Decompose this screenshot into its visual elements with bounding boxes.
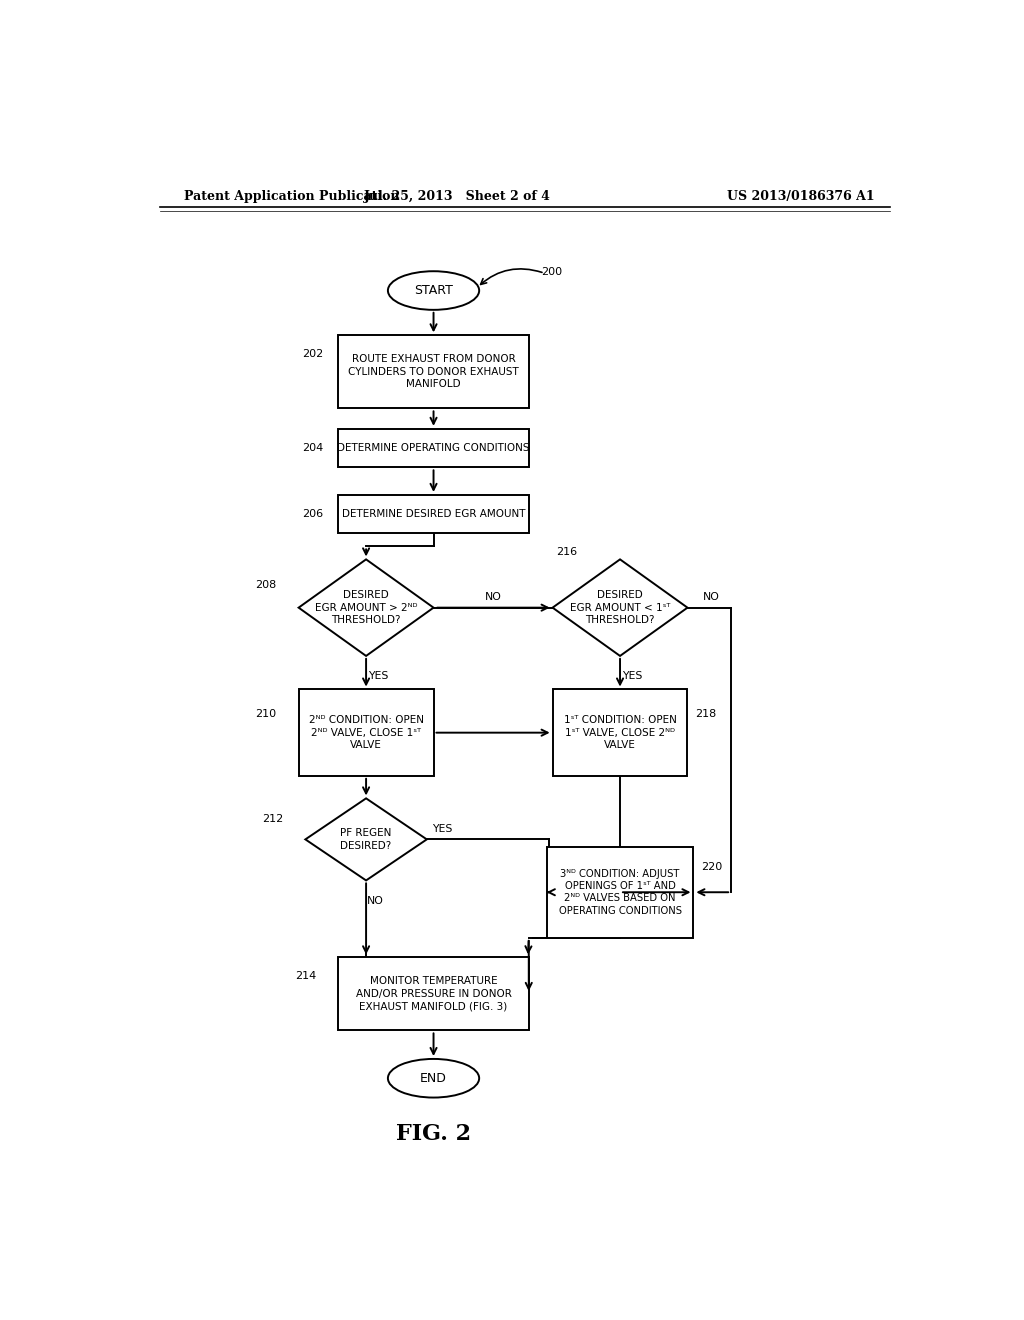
Ellipse shape	[388, 271, 479, 310]
Text: 214: 214	[295, 970, 316, 981]
Text: END: END	[420, 1072, 446, 1085]
Text: NO: NO	[702, 593, 720, 602]
Text: YES: YES	[622, 672, 642, 681]
Text: 200: 200	[541, 267, 562, 277]
Text: YES: YES	[368, 672, 388, 681]
FancyBboxPatch shape	[338, 429, 528, 467]
FancyBboxPatch shape	[547, 846, 693, 939]
Polygon shape	[305, 799, 427, 880]
Text: 2ᴺᴰ CONDITION: OPEN
2ᴺᴰ VALVE, CLOSE 1ˢᵀ
VALVE: 2ᴺᴰ CONDITION: OPEN 2ᴺᴰ VALVE, CLOSE 1ˢᵀ…	[308, 715, 424, 750]
Text: YES: YES	[432, 824, 453, 834]
Text: 202: 202	[303, 348, 324, 359]
Polygon shape	[553, 560, 687, 656]
Text: 204: 204	[303, 444, 324, 453]
Text: FIG. 2: FIG. 2	[396, 1123, 471, 1146]
Text: 1ˢᵀ CONDITION: OPEN
1ˢᵀ VALVE, CLOSE 2ᴺᴰ
VALVE: 1ˢᵀ CONDITION: OPEN 1ˢᵀ VALVE, CLOSE 2ᴺᴰ…	[563, 715, 677, 750]
Ellipse shape	[388, 1059, 479, 1097]
FancyBboxPatch shape	[338, 335, 528, 408]
Text: NO: NO	[368, 896, 384, 906]
Text: 3ᴺᴰ CONDITION: ADJUST
OPENINGS OF 1ˢᵀ AND
2ᴺᴰ VALVES BASED ON
OPERATING CONDITIO: 3ᴺᴰ CONDITION: ADJUST OPENINGS OF 1ˢᵀ AN…	[558, 869, 682, 916]
Text: ROUTE EXHAUST FROM DONOR
CYLINDERS TO DONOR EXHAUST
MANIFOLD: ROUTE EXHAUST FROM DONOR CYLINDERS TO DO…	[348, 355, 519, 389]
Text: NO: NO	[484, 593, 502, 602]
Text: US 2013/0186376 A1: US 2013/0186376 A1	[727, 190, 874, 202]
Text: DETERMINE DESIRED EGR AMOUNT: DETERMINE DESIRED EGR AMOUNT	[342, 510, 525, 519]
Text: DESIRED
EGR AMOUNT < 1ˢᵀ
THRESHOLD?: DESIRED EGR AMOUNT < 1ˢᵀ THRESHOLD?	[569, 590, 671, 626]
FancyBboxPatch shape	[338, 495, 528, 533]
Text: 216: 216	[557, 546, 578, 557]
FancyBboxPatch shape	[299, 689, 433, 776]
Text: START: START	[414, 284, 453, 297]
Text: DETERMINE OPERATING CONDITIONS: DETERMINE OPERATING CONDITIONS	[337, 444, 529, 453]
Text: 212: 212	[262, 814, 283, 824]
Text: 218: 218	[695, 709, 717, 719]
FancyBboxPatch shape	[553, 689, 687, 776]
Text: 220: 220	[701, 862, 723, 871]
Text: 206: 206	[303, 510, 324, 519]
Text: 208: 208	[255, 581, 276, 590]
FancyBboxPatch shape	[338, 957, 528, 1031]
Text: PF REGEN
DESIRED?: PF REGEN DESIRED?	[340, 828, 392, 850]
Text: Patent Application Publication: Patent Application Publication	[183, 190, 399, 202]
Text: DESIRED
EGR AMOUNT > 2ᴺᴰ
THRESHOLD?: DESIRED EGR AMOUNT > 2ᴺᴰ THRESHOLD?	[314, 590, 418, 626]
Polygon shape	[299, 560, 433, 656]
Text: MONITOR TEMPERATURE
AND/OR PRESSURE IN DONOR
EXHAUST MANIFOLD (FIG. 3): MONITOR TEMPERATURE AND/OR PRESSURE IN D…	[355, 977, 511, 1011]
Text: 210: 210	[255, 709, 276, 719]
Text: Jul. 25, 2013   Sheet 2 of 4: Jul. 25, 2013 Sheet 2 of 4	[364, 190, 551, 202]
